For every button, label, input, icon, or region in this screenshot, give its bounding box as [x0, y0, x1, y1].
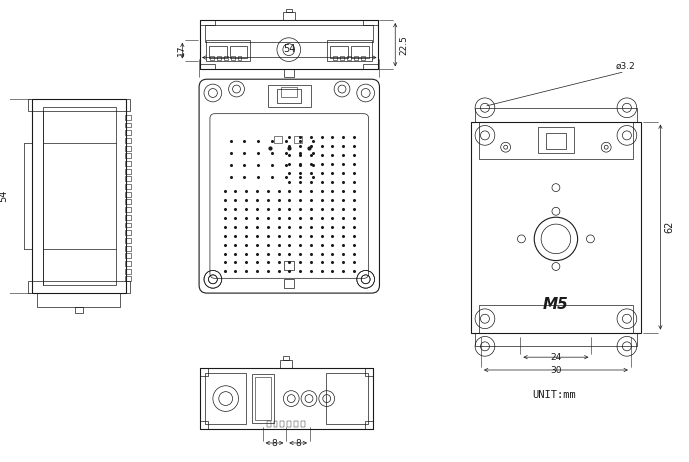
Bar: [479, 305, 633, 333]
Bar: [28, 99, 130, 111]
Bar: [340, 55, 344, 61]
Bar: [281, 87, 297, 97]
Bar: [285, 280, 294, 288]
Bar: [231, 55, 234, 61]
Text: ø3.2: ø3.2: [616, 61, 636, 70]
Bar: [125, 276, 131, 281]
Bar: [200, 20, 215, 25]
Text: 62: 62: [664, 221, 675, 233]
Bar: [125, 246, 131, 250]
Bar: [364, 368, 373, 376]
Bar: [283, 356, 289, 360]
Bar: [280, 360, 292, 368]
Bar: [287, 421, 291, 427]
Bar: [125, 130, 131, 135]
Bar: [125, 184, 131, 189]
Bar: [125, 169, 131, 174]
Bar: [327, 40, 371, 61]
Bar: [333, 55, 337, 61]
Bar: [43, 107, 116, 285]
Text: 8: 8: [296, 439, 301, 448]
Bar: [475, 333, 637, 346]
Bar: [125, 207, 131, 212]
Bar: [125, 253, 131, 258]
Bar: [351, 46, 369, 57]
Bar: [37, 293, 120, 307]
Bar: [125, 223, 131, 227]
Bar: [125, 115, 131, 120]
Bar: [205, 25, 373, 42]
Bar: [284, 69, 294, 77]
Bar: [209, 46, 227, 57]
Bar: [255, 377, 271, 420]
Bar: [274, 421, 278, 427]
Bar: [471, 122, 641, 333]
Bar: [301, 421, 305, 427]
Bar: [294, 421, 298, 427]
Bar: [278, 89, 301, 103]
Bar: [125, 192, 131, 197]
Bar: [229, 46, 247, 57]
Bar: [274, 136, 282, 143]
Bar: [330, 46, 348, 57]
Bar: [327, 373, 368, 424]
Bar: [125, 161, 131, 166]
Text: 22.5: 22.5: [399, 35, 408, 55]
Bar: [200, 64, 215, 69]
Bar: [125, 230, 131, 235]
Bar: [205, 373, 247, 424]
Bar: [283, 12, 295, 20]
Bar: [200, 368, 373, 429]
Bar: [125, 215, 131, 220]
Bar: [217, 55, 220, 61]
Bar: [538, 128, 574, 153]
Bar: [546, 134, 566, 149]
Bar: [200, 421, 208, 429]
Bar: [267, 421, 271, 427]
Bar: [286, 9, 291, 12]
Text: 8: 8: [271, 439, 278, 448]
Bar: [294, 136, 302, 143]
Bar: [125, 176, 131, 181]
Bar: [267, 85, 311, 107]
Bar: [479, 122, 633, 159]
Bar: [285, 261, 294, 270]
Bar: [210, 55, 214, 61]
Bar: [125, 238, 131, 243]
Bar: [362, 20, 378, 25]
Text: 30: 30: [551, 366, 562, 375]
Bar: [200, 20, 378, 69]
Bar: [125, 153, 131, 158]
Text: 17: 17: [177, 45, 186, 56]
Bar: [75, 307, 83, 313]
Text: M5: M5: [543, 298, 569, 312]
Bar: [125, 261, 131, 266]
Bar: [280, 421, 285, 427]
Bar: [32, 99, 126, 293]
Bar: [125, 200, 131, 204]
Bar: [125, 138, 131, 143]
Bar: [347, 55, 351, 61]
Bar: [364, 421, 373, 429]
Bar: [475, 108, 637, 122]
Bar: [200, 368, 208, 376]
Bar: [361, 55, 364, 61]
Bar: [125, 122, 131, 128]
Bar: [125, 269, 131, 274]
Bar: [251, 374, 274, 423]
Bar: [206, 40, 250, 61]
Bar: [362, 64, 378, 69]
Text: 24: 24: [551, 353, 562, 362]
Bar: [238, 55, 241, 61]
Text: UNIT:mm: UNIT:mm: [533, 389, 576, 400]
Bar: [125, 146, 131, 151]
Bar: [354, 55, 358, 61]
Text: 54: 54: [0, 190, 8, 202]
Text: 54: 54: [283, 43, 296, 54]
Bar: [28, 281, 130, 293]
Bar: [224, 55, 227, 61]
